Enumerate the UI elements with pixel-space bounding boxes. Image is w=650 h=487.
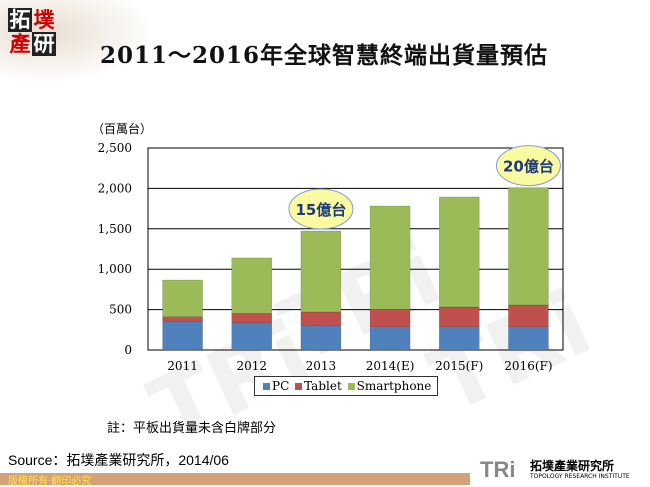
brand-en: TOPOLOGY RESEARCH INSTITUTE: [530, 473, 630, 480]
bar-smartphone: [300, 230, 342, 313]
x-tick-label: 2011: [167, 359, 198, 373]
bar-smartphone: [369, 205, 411, 310]
y-tick-label: 2,000: [98, 181, 132, 195]
annotation-label: 20億台: [503, 158, 554, 176]
source-text: Source：拓墣產業研究所，2014/06: [8, 452, 229, 468]
x-tick-label: 2016(F): [504, 359, 552, 373]
legend-label: Smartphone: [356, 379, 432, 393]
y-tick-label: 2,500: [98, 141, 132, 155]
bar-pc: [231, 322, 272, 351]
bar-pc: [439, 326, 480, 351]
footnote: 註：平板出貨量未含白牌部分: [107, 421, 277, 436]
bar-pc: [508, 326, 549, 351]
bar-smartphone: [231, 257, 272, 314]
bar-tablet: [162, 316, 203, 322]
bar-tablet: [300, 311, 342, 327]
logo: 拓墣產研: [8, 8, 56, 56]
page-title: 2011～2016年全球智慧終端出貨量預估: [100, 42, 549, 69]
bar-tablet: [508, 304, 549, 327]
x-tick-label: 2012: [236, 359, 267, 373]
bar-tablet: [369, 309, 411, 327]
bar-pc: [300, 325, 342, 351]
legend-label: PC: [272, 379, 290, 393]
bar-pc: [162, 321, 203, 351]
bar-smartphone: [162, 279, 203, 317]
legend: PC Tablet Smartphone: [254, 376, 439, 396]
y-tick-label: 0: [124, 343, 132, 357]
annotation-bubble: [495, 145, 561, 187]
y-axis-label: （百萬台）: [92, 122, 153, 136]
legend-label: Tablet: [304, 379, 342, 393]
bar-tablet: [439, 306, 480, 327]
x-tick-label: 2015(F): [435, 359, 483, 373]
tri-logo: TRi 拓墣產業研究所 TOPOLOGY RESEARCH INSTITUTE: [470, 455, 650, 485]
legend-swatch-tablet: [295, 383, 303, 390]
legend-swatch-smartphone: [347, 383, 355, 390]
bar-tablet: [231, 313, 272, 323]
brand-mark: TRi: [480, 457, 516, 482]
annotation-bubble: [288, 188, 354, 230]
bar-smartphone: [439, 196, 480, 308]
annotation-label: 15億台: [295, 201, 346, 219]
copyright-text: 版權所有‧翻印必究: [8, 476, 92, 487]
x-tick-label: 2013: [306, 359, 337, 373]
bar-smartphone: [508, 187, 549, 306]
x-tick-label: 2014(E): [366, 359, 415, 373]
legend-swatch-pc: [263, 383, 270, 390]
y-tick-label: 500: [109, 303, 132, 317]
y-tick-label: 1,500: [98, 222, 132, 236]
bar-pc: [369, 326, 411, 351]
plot-area: [147, 147, 564, 351]
brand-cn: 拓墣產業研究所: [530, 459, 615, 473]
y-tick-label: 1,000: [98, 262, 132, 276]
